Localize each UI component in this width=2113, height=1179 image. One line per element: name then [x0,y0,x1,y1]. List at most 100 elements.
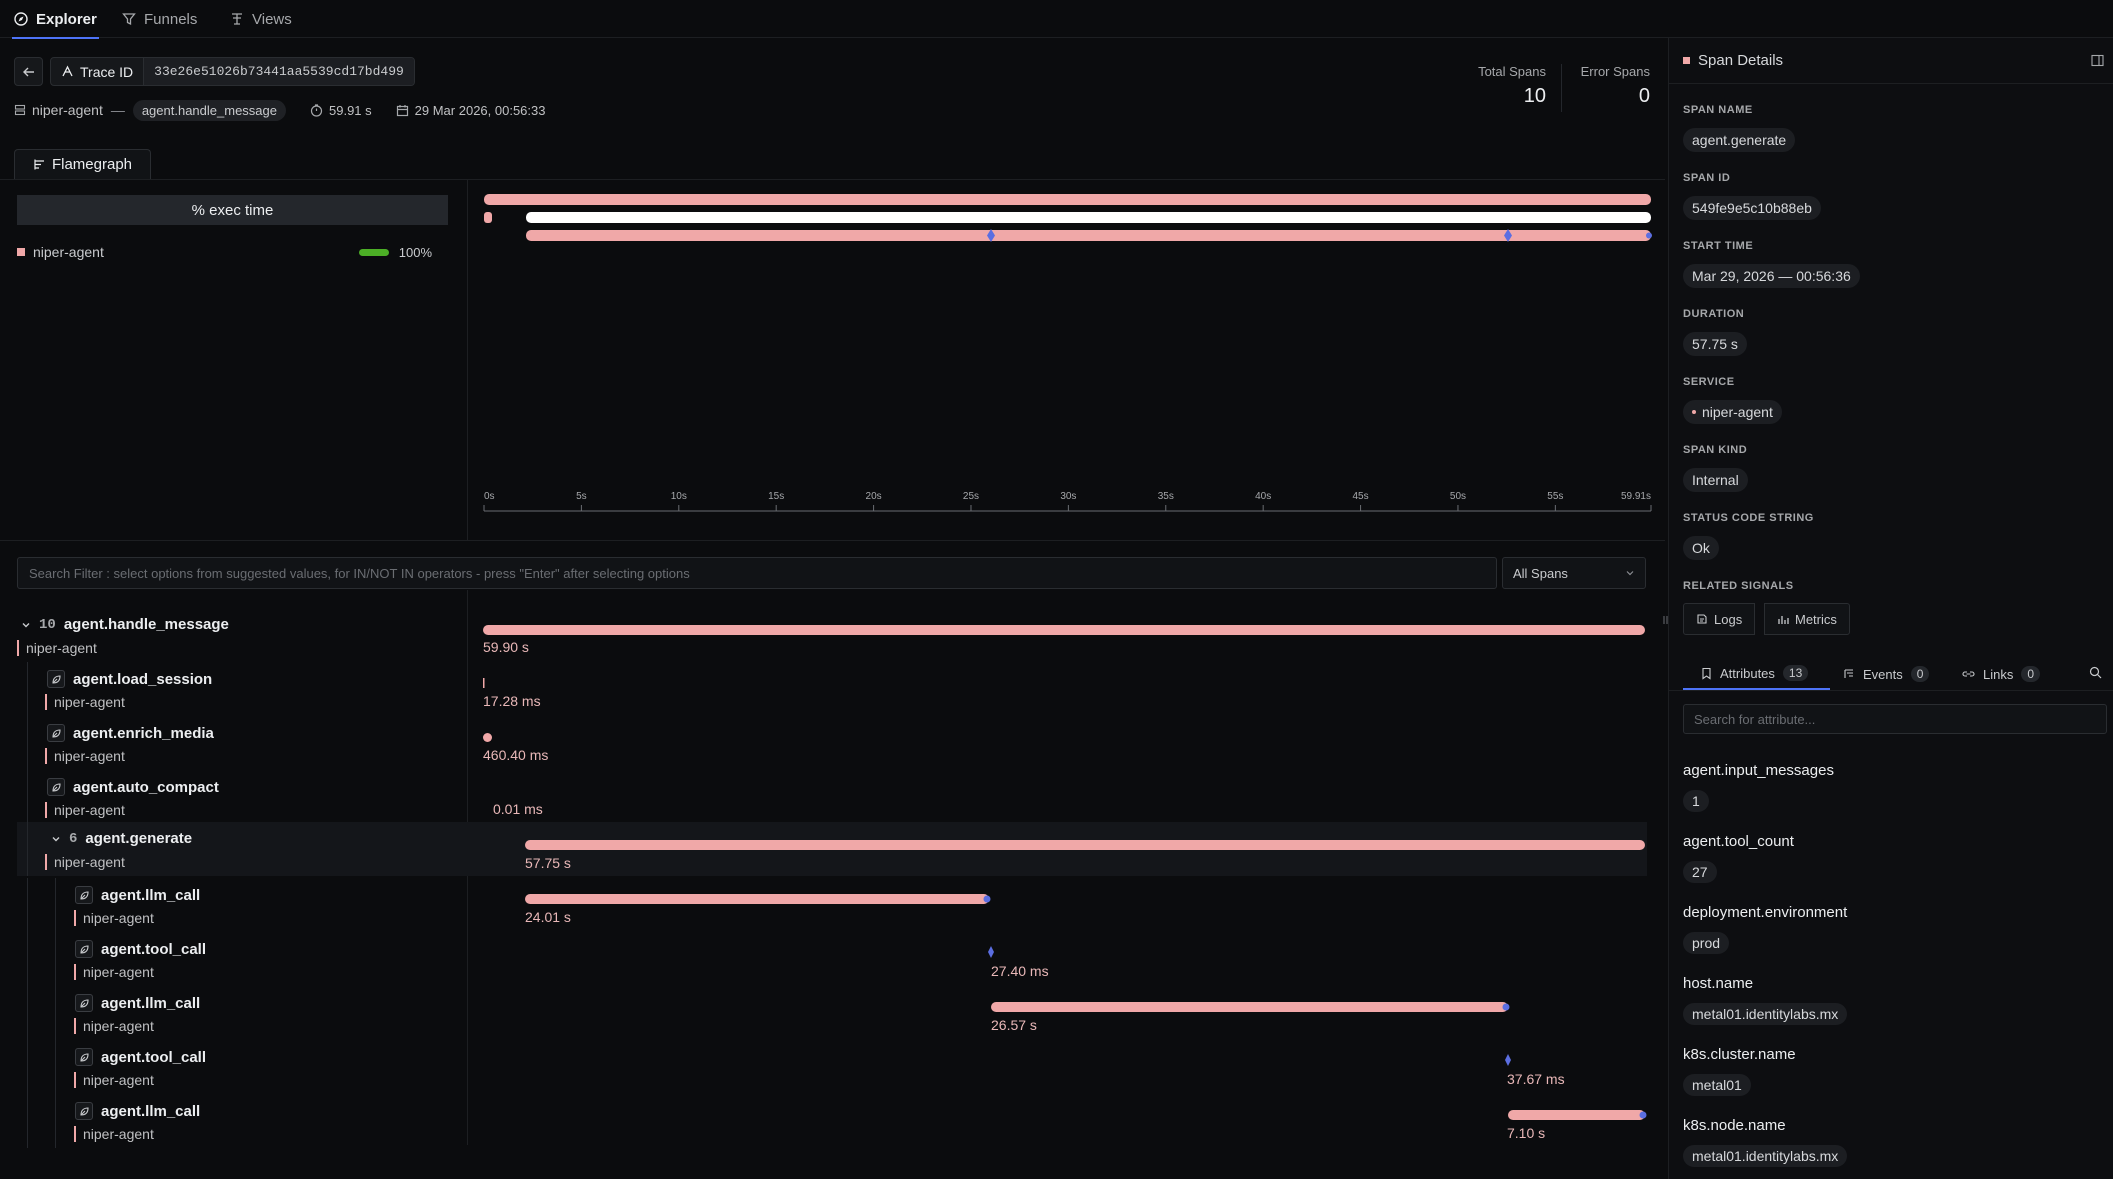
wf-bar-llm-call-1[interactable] [525,894,989,904]
span-filter-select[interactable]: All Spans [1502,557,1646,589]
start-time-label: START TIME [1683,240,1754,252]
span-service: niper-agent [74,910,154,926]
flame-bar-llm-call[interactable] [526,230,1651,241]
logs-button[interactable]: Logs [1683,603,1756,635]
trace-service: niper-agent [32,102,103,118]
back-button[interactable] [14,57,43,86]
divider [0,540,1665,541]
chevron-down-icon [1625,568,1635,578]
attribute-key: host.name [1683,975,1754,992]
wf-marker-tool-call-1[interactable] [988,946,994,958]
span-row[interactable]: agent.tool_call niper-agent [17,1040,467,1094]
tab-attributes[interactable]: Attributes 13 [1683,658,1830,690]
waterfall-canvas[interactable] [468,600,1663,1160]
span-service: niper-agent [45,802,125,818]
metrics-label: Metrics [1795,611,1837,627]
span-duration: 0.01 ms [493,801,543,817]
tree-guide [27,932,28,986]
trace-id-field[interactable]: Trace ID 33e26e51026b73441aa5539cd17bd49… [50,57,415,86]
links-tab-label: Links [1983,666,2014,682]
span-row[interactable]: agent.llm_call niper-agent [17,878,467,932]
flame-tool-marker-2[interactable] [1504,229,1512,242]
wf-marker-tool-call-2[interactable] [1505,1054,1511,1066]
span-name-value: agent.generate [1683,128,1796,152]
span-name: agent.llm_call [101,994,201,1012]
attribute-value: metal01.identitylabs.mx [1683,1003,1848,1025]
wf-bar-generate[interactable] [525,840,1645,850]
flamegraph-tab-label: Flamegraph [51,156,133,173]
span-search-input[interactable]: Search Filter : select options from sugg… [17,557,1497,589]
service-icon [14,104,26,116]
trace-timestamp: 29 Mar 2026, 00:56:33 [414,102,546,118]
tab-events[interactable]: Events 0 [1843,658,1930,690]
timeline-tick-label: 25s [963,491,979,502]
span-duration: 37.67 ms [1507,1071,1565,1087]
span-service: niper-agent [17,640,97,656]
flamegraph-icon [33,158,46,171]
divider [1668,690,2113,691]
span-row[interactable]: agent.enrich_media niper-agent [17,716,467,770]
span-service: niper-agent [74,1018,154,1034]
divider [0,179,1665,180]
timeline-tick-label: 30s [1060,491,1076,502]
tab-label: Views [252,10,292,28]
span-row[interactable]: agent.llm_call niper-agent [17,986,467,1040]
attribute-search-input[interactable]: Search for attribute... [1683,704,2107,734]
attributes-tab-label: Attributes [1720,665,1775,681]
wf-bar-load-session[interactable] [483,678,485,688]
search-icon[interactable] [2089,666,2102,682]
resize-handle[interactable] [1663,612,1668,628]
metrics-button[interactable]: Metrics [1764,603,1850,635]
tree-guide [27,1040,28,1094]
wf-bar-llm-call-2[interactable] [991,1002,1508,1012]
span-details-title: Span Details [1683,52,1783,69]
timeline-tick-label: 0s [484,491,495,502]
span-row[interactable]: agent.load_session niper-agent [17,662,467,716]
span-duration: 17.28 ms [483,693,541,709]
span-row[interactable]: agent.auto_compact niper-agent [17,770,467,824]
flame-bar-root[interactable] [484,194,1651,205]
flame-bar-generate[interactable] [526,212,1651,223]
tab-flamegraph[interactable]: Flamegraph [14,149,151,179]
tree-guide [55,1040,56,1094]
timeline-tick-label: 59.91s [1621,491,1651,502]
flame-bar-enrich[interactable] [484,212,492,223]
wf-bar-llm-call-3[interactable] [1508,1110,1645,1120]
span-row[interactable]: agent.tool_call niper-agent [17,932,467,986]
span-name: agent.tool_call [101,940,207,958]
trace-meta: niper-agent — agent.handle_message 59.91… [14,98,545,122]
collapse-panel-icon[interactable] [2091,54,2104,70]
meta-separator: — [110,102,125,118]
span-name: agent.generate [85,830,193,847]
flamegraph-canvas[interactable]: 0s 5s 10s 15s 20s 25s 30s 35s 40s 45s 50s 55s 59.91s [468,180,1665,520]
span-row[interactable]: 10 agent.handle_message niper-agent [17,608,467,662]
attribute-value: 27 [1683,861,1717,883]
span-id-value: 549fe9e5c10b88eb [1683,196,1821,220]
span-name: agent.handle_message [63,616,229,633]
tab-label: Funnels [144,10,198,28]
tab-funnels[interactable]: Funnels [122,0,197,38]
events-icon [1843,668,1855,680]
span-row[interactable]: agent.llm_call niper-agent [17,1094,467,1148]
chevron-down-icon[interactable] [21,620,31,630]
wf-end-marker [1502,1003,1510,1011]
span-duration: 460.40 ms [483,747,549,763]
logs-label: Logs [1714,611,1743,627]
attribute-key: agent.tool_count [1683,833,1794,850]
flame-tool-marker-1[interactable] [987,229,995,242]
span-duration: 57.75 s [525,855,571,871]
service-label: SERVICE [1683,376,1735,388]
attribute-key: k8s.cluster.name [1683,1046,1796,1063]
tree-guide [27,986,28,1040]
wf-bar-handle-message[interactable] [483,625,1645,635]
links-count: 0 [2021,666,2041,682]
exec-service-name: niper-agent [33,244,104,260]
chevron-down-icon[interactable] [51,834,61,844]
service-name: niper-agent [1702,404,1773,420]
tree-guide [55,932,56,986]
tab-explorer[interactable]: Explorer [12,0,99,39]
wf-bar-enrich-media[interactable] [483,733,492,742]
tab-views[interactable]: Views [230,0,292,38]
exec-time-row: niper-agent 100% [17,243,432,261]
tab-links[interactable]: Links 0 [1962,658,2041,690]
